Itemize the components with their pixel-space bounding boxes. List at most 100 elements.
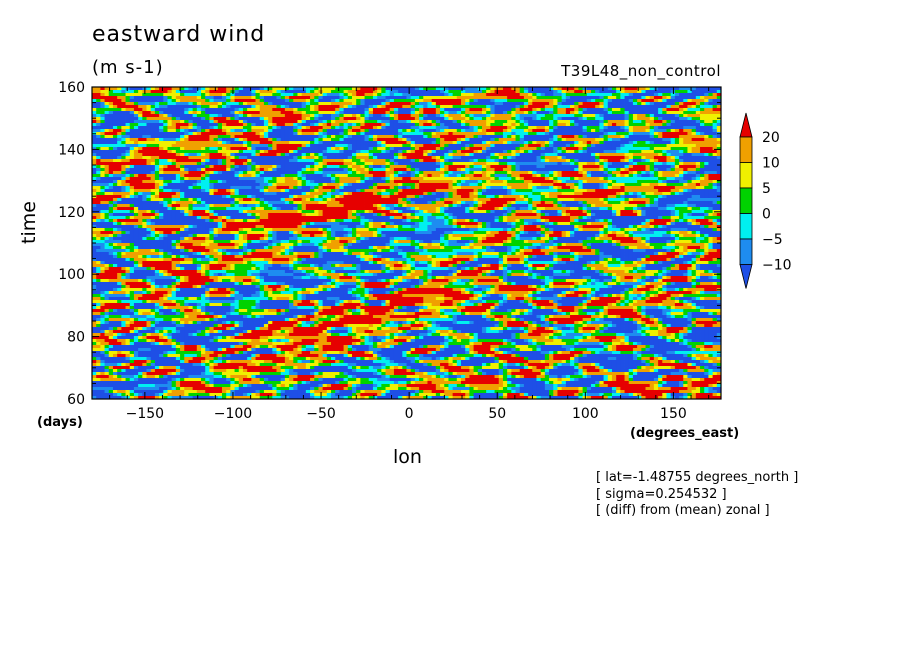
heatmap-cell — [364, 135, 370, 139]
heatmap-cell — [565, 162, 571, 166]
heatmap-cell — [544, 114, 550, 118]
heatmap-cell — [632, 165, 638, 169]
heatmap-cell — [637, 90, 642, 94]
heatmap-cell — [289, 105, 294, 109]
heatmap-cell — [226, 150, 231, 154]
heatmap-cell — [221, 180, 227, 184]
heatmap-cell — [662, 114, 667, 118]
heatmap-cell — [528, 108, 533, 112]
heatmap-cell — [247, 159, 252, 163]
heatmap-cell — [339, 96, 344, 100]
heatmap-cell — [314, 102, 319, 106]
heatmap-cell — [595, 135, 600, 139]
heatmap-cell — [259, 102, 265, 106]
heatmap-cell — [578, 177, 584, 181]
heatmap-cell — [180, 114, 185, 118]
heatmap-cell — [297, 180, 303, 184]
heatmap-cell — [238, 102, 244, 106]
heatmap-cell — [603, 141, 609, 145]
heatmap-cell — [385, 105, 391, 109]
heatmap-cell — [247, 186, 252, 190]
heatmap-cell — [192, 153, 198, 157]
heatmap-cell — [205, 108, 210, 112]
heatmap-cell — [129, 150, 135, 154]
heatmap-cell — [234, 129, 240, 133]
heatmap-cell — [347, 111, 353, 115]
heatmap-cell — [188, 138, 194, 142]
heatmap-cell — [481, 171, 487, 175]
heatmap-cell — [188, 108, 194, 112]
heatmap-cell — [205, 183, 210, 187]
heatmap-cell — [305, 138, 311, 142]
heatmap-cell — [561, 183, 567, 187]
heatmap-cell — [343, 129, 349, 133]
heatmap-cell — [268, 90, 273, 94]
heatmap-cell — [121, 111, 126, 115]
heatmap-cell — [440, 159, 445, 163]
heatmap-cell — [410, 99, 416, 103]
heatmap-cell — [528, 126, 533, 130]
heatmap-cell — [251, 162, 256, 166]
heatmap-cell — [406, 156, 412, 160]
heatmap-cell — [259, 129, 265, 133]
heatmap-cell — [310, 171, 315, 175]
heatmap-cell — [490, 159, 495, 163]
heatmap-cell — [284, 123, 290, 127]
heatmap-cell — [180, 132, 185, 136]
heatmap-cell — [515, 132, 521, 136]
heatmap-cell — [226, 108, 231, 112]
heatmap-cell — [528, 153, 533, 157]
heatmap-cell — [511, 117, 516, 121]
heatmap-cell — [133, 135, 139, 139]
heatmap-cell — [456, 141, 462, 145]
heatmap-cell — [591, 180, 596, 184]
heatmap-cell — [368, 144, 374, 148]
heatmap-cell — [637, 165, 642, 169]
heatmap-cell — [704, 132, 709, 136]
heatmap-cell — [117, 147, 122, 151]
heatmap-cell — [595, 117, 600, 121]
heatmap-cell — [452, 102, 458, 106]
heatmap-cell — [557, 93, 563, 97]
heatmap-cell — [268, 108, 273, 112]
heatmap-cell — [221, 90, 227, 94]
heatmap-cell — [159, 138, 164, 142]
heatmap-cell — [620, 126, 625, 130]
heatmap-cell — [255, 96, 261, 100]
heatmap-cell — [498, 108, 504, 112]
heatmap-cell — [469, 144, 474, 148]
heatmap-cell — [230, 132, 235, 136]
heatmap-cell — [708, 153, 714, 157]
heatmap-cell — [431, 123, 437, 127]
heatmap-cell — [108, 165, 114, 169]
heatmap-cell — [104, 99, 110, 103]
heatmap-cell — [549, 114, 554, 118]
heatmap-cell — [549, 135, 554, 139]
heatmap-cell — [712, 159, 718, 163]
heatmap-cell — [108, 141, 114, 145]
heatmap-cell — [666, 93, 672, 97]
heatmap-cell — [343, 159, 349, 163]
heatmap-cell — [125, 132, 131, 136]
heatmap-cell — [456, 102, 462, 106]
heatmap-cell — [544, 177, 550, 181]
heatmap-cell — [511, 132, 516, 136]
heatmap-cell — [691, 123, 697, 127]
heatmap-cell — [205, 135, 210, 139]
heatmap-cell — [305, 171, 311, 175]
heatmap-cell — [582, 177, 588, 181]
heatmap-cell — [674, 111, 680, 115]
heatmap-cell — [658, 111, 663, 115]
heatmap-cell — [695, 165, 701, 169]
heatmap-cell — [607, 147, 613, 151]
heatmap-cell — [423, 111, 428, 115]
heatmap-cell — [708, 159, 714, 163]
heatmap-cell — [565, 177, 571, 181]
heatmap-cell — [117, 156, 122, 160]
heatmap-cell — [444, 156, 449, 160]
heatmap-cell — [653, 171, 659, 175]
heatmap-cell — [603, 138, 609, 142]
heatmap-cell — [180, 180, 185, 184]
heatmap-cell — [611, 180, 617, 184]
heatmap-cell — [414, 99, 420, 103]
